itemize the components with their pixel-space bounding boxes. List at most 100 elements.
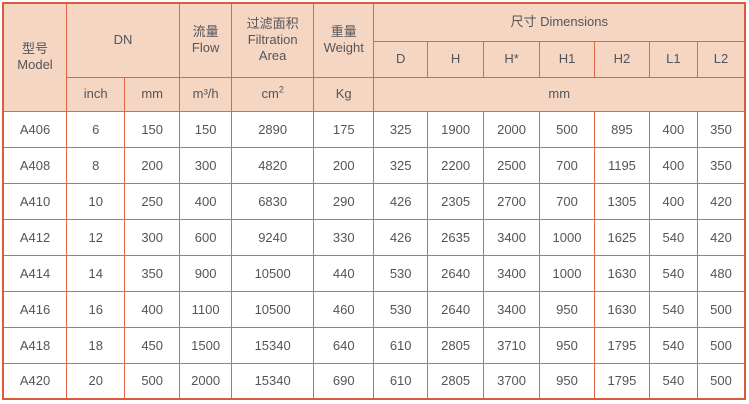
table-row: A412 12 300 600 9240 330 426 2635 3400 1000 1625 54… (2, 218, 746, 256)
value-cell: 1625 (594, 218, 650, 256)
value-cell: 2805 (426, 326, 485, 364)
col-header-filtration-zh: 过滤面积 (246, 15, 299, 31)
model-cell: A416 (2, 290, 67, 328)
col-header-filtration-en1: Filtration (247, 32, 298, 48)
value-cell: 640 (312, 326, 375, 364)
value-cell: 1500 (178, 326, 233, 364)
table-row: A408 8 200 300 4820 200 325 2200 2500 700 1195 400 3… (2, 146, 746, 184)
value-cell: 300 (124, 218, 180, 256)
value-cell: 420 (697, 218, 746, 256)
value-cell: 330 (312, 218, 375, 256)
model-cell: A412 (2, 218, 67, 256)
col-header-l1: L1 (648, 40, 699, 78)
value-cell: 3400 (483, 290, 540, 328)
value-cell: 2640 (426, 290, 485, 328)
unit-dimensions-mm: mm (373, 76, 746, 112)
value-cell: 400 (648, 110, 699, 148)
unit-inch: inch (65, 76, 126, 112)
value-cell: 540 (648, 326, 699, 364)
value-cell: 480 (697, 254, 746, 292)
value-cell: 350 (124, 254, 180, 292)
value-cell: 15340 (231, 362, 314, 400)
value-cell: 350 (697, 146, 746, 184)
value-cell: 200 (124, 146, 180, 184)
value-cell: 150 (124, 110, 180, 148)
col-header-filtration-area: 过滤面积 Filtration Area (231, 2, 314, 78)
value-cell: 12 (65, 218, 126, 256)
col-header-filtration-en2: Area (258, 48, 287, 64)
value-cell: 6830 (231, 182, 314, 220)
value-cell: 1305 (594, 182, 650, 220)
value-cell: 8 (65, 146, 126, 184)
unit-flow: m³/h (178, 76, 233, 112)
table-row: A420 20 500 2000 15340 690 610 2805 3700 950 1795 5… (2, 362, 746, 400)
value-cell: 950 (538, 290, 596, 328)
model-cell: A408 (2, 146, 67, 184)
unit-weight: Kg (312, 76, 375, 112)
value-cell: 610 (373, 326, 428, 364)
value-cell: 14 (65, 254, 126, 292)
value-cell: 2200 (426, 146, 485, 184)
value-cell: 950 (538, 362, 596, 400)
value-cell: 10 (65, 182, 126, 220)
value-cell: 1795 (594, 362, 650, 400)
value-cell: 290 (312, 182, 375, 220)
value-cell: 20 (65, 362, 126, 400)
col-header-model: 型号 Model (2, 2, 67, 112)
value-cell: 540 (648, 254, 699, 292)
value-cell: 2890 (231, 110, 314, 148)
col-header-h-star: H* (483, 40, 540, 78)
header-row-units: inch mm m³/h cm2 Kg mm (3, 76, 746, 112)
table-header: 型号 Model DN 流量 Flow 过滤面积 Filtration Area… (2, 2, 746, 112)
value-cell: 530 (373, 254, 428, 292)
value-cell: 2500 (483, 146, 540, 184)
value-cell: 530 (373, 290, 428, 328)
value-cell: 400 (178, 182, 233, 220)
value-cell: 350 (697, 110, 746, 148)
table-row: A416 16 400 1100 10500 460 530 2640 3400 950 1630 5… (2, 290, 746, 328)
unit-mm: mm (124, 76, 180, 112)
value-cell: 6 (65, 110, 126, 148)
value-cell: 9240 (231, 218, 314, 256)
col-header-flow-zh: 流量 (192, 24, 219, 39)
value-cell: 2700 (483, 182, 540, 220)
col-header-flow-en: Flow (191, 40, 220, 56)
value-cell: 325 (373, 146, 428, 184)
value-cell: 250 (124, 182, 180, 220)
col-header-h: H (426, 40, 485, 78)
value-cell: 420 (697, 182, 746, 220)
value-cell: 150 (178, 110, 233, 148)
value-cell: 500 (538, 110, 596, 148)
value-cell: 500 (697, 290, 746, 328)
value-cell: 600 (178, 218, 233, 256)
model-cell: A414 (2, 254, 67, 292)
value-cell: 3700 (483, 362, 540, 400)
value-cell: 460 (312, 290, 375, 328)
value-cell: 500 (124, 362, 180, 400)
spec-table: 型号 Model DN 流量 Flow 过滤面积 Filtration Area… (2, 2, 746, 400)
value-cell: 2305 (426, 182, 485, 220)
value-cell: 325 (373, 110, 428, 148)
value-cell: 1195 (594, 146, 650, 184)
value-cell: 540 (648, 362, 699, 400)
table-row: A414 14 350 900 10500 440 530 2640 3400 1000 1630 5… (2, 254, 746, 292)
value-cell: 1795 (594, 326, 650, 364)
table-row: A418 18 450 1500 15340 640 610 2805 3710 950 1795 5… (2, 326, 746, 364)
col-header-h2: H2 (594, 40, 650, 78)
col-header-weight-en: Weight (323, 40, 364, 56)
value-cell: 426 (373, 182, 428, 220)
value-cell: 700 (538, 182, 596, 220)
col-header-d: D (373, 40, 428, 78)
value-cell: 426 (373, 218, 428, 256)
col-header-l2: L2 (697, 40, 746, 78)
value-cell: 4820 (231, 146, 314, 184)
value-cell: 3710 (483, 326, 540, 364)
value-cell: 3400 (483, 218, 540, 256)
col-header-dn: DN (66, 2, 180, 78)
unit-area-sup: 2 (278, 84, 284, 95)
value-cell: 900 (178, 254, 233, 292)
value-cell: 610 (373, 362, 428, 400)
value-cell: 1900 (426, 110, 485, 148)
value-cell: 300 (178, 146, 233, 184)
